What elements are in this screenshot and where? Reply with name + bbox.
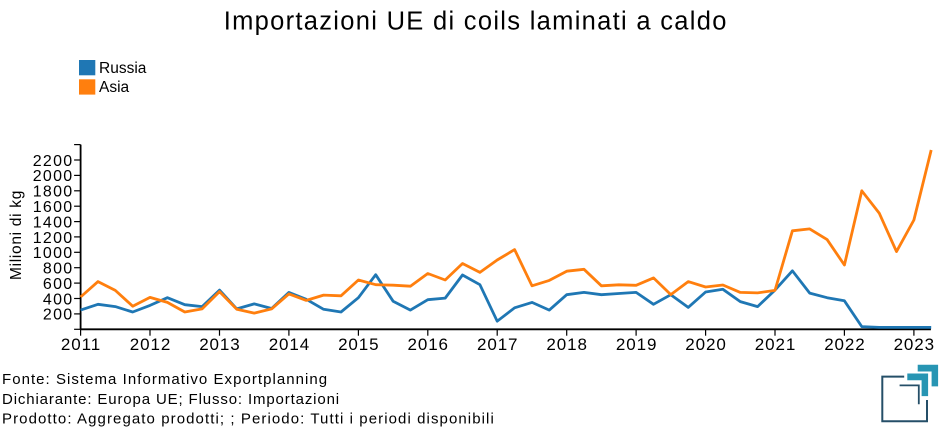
svg-text:2200: 2200 xyxy=(33,153,74,170)
svg-text:Milioni di kg: Milioni di kg xyxy=(8,190,25,280)
svg-text:Prodotto: Aggregato prodotti;: Prodotto: Aggregato prodotti; ; Periodo:… xyxy=(2,411,495,428)
svg-text:2011: 2011 xyxy=(61,335,101,354)
svg-text:1200: 1200 xyxy=(33,230,74,247)
svg-text:1800: 1800 xyxy=(33,184,74,201)
svg-text:800: 800 xyxy=(43,261,74,278)
svg-text:1600: 1600 xyxy=(33,199,74,216)
svg-text:2023: 2023 xyxy=(894,335,935,354)
svg-text:2017: 2017 xyxy=(477,335,518,354)
svg-text:2014: 2014 xyxy=(269,335,310,354)
svg-text:2016: 2016 xyxy=(407,335,448,354)
svg-text:2018: 2018 xyxy=(546,335,587,354)
svg-text:Fonte: Sistema Informativo Exp: Fonte: Sistema Informativo Exportplannin… xyxy=(2,371,328,388)
svg-text:2000: 2000 xyxy=(33,168,74,185)
svg-text:200: 200 xyxy=(43,307,74,324)
svg-text:2020: 2020 xyxy=(685,335,726,354)
svg-text:Dichiarante: Europa UE; Flusso: Dichiarante: Europa UE; Flusso: Importaz… xyxy=(2,391,340,408)
svg-text:Russia: Russia xyxy=(99,60,147,77)
svg-text:2012: 2012 xyxy=(130,335,171,354)
svg-text:2015: 2015 xyxy=(338,335,379,354)
svg-text:400: 400 xyxy=(43,291,74,308)
svg-text:1400: 1400 xyxy=(33,214,74,231)
svg-text:1000: 1000 xyxy=(33,245,74,262)
svg-text:Importazioni UE di coils lamin: Importazioni UE di coils laminati a cald… xyxy=(224,8,728,36)
svg-text:600: 600 xyxy=(43,276,74,293)
svg-text:2019: 2019 xyxy=(616,335,657,354)
svg-text:2013: 2013 xyxy=(199,335,240,354)
svg-text:2022: 2022 xyxy=(824,335,865,354)
svg-text:2021: 2021 xyxy=(755,335,796,354)
svg-text:Asia: Asia xyxy=(99,79,130,96)
